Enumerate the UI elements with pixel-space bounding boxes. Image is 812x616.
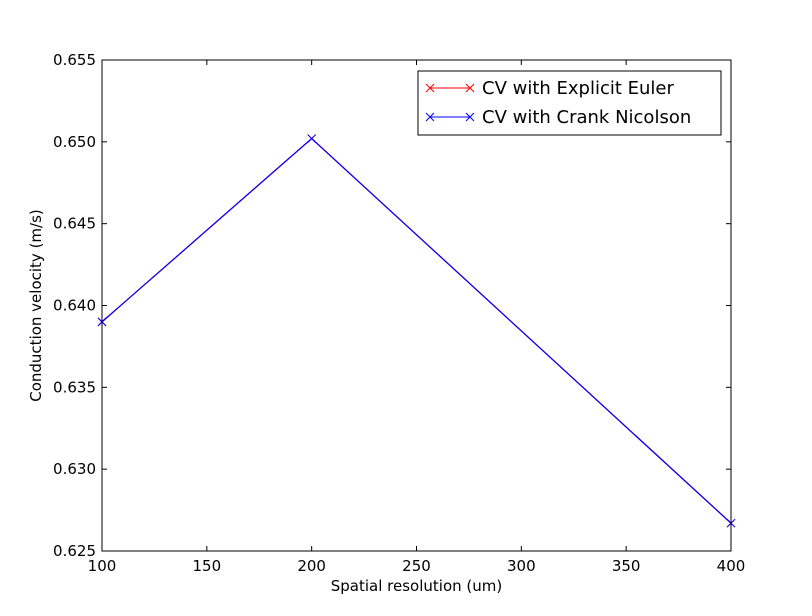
y-axis-label: Conduction velocity (m/s) <box>27 209 45 402</box>
legend-item: CV with Explicit Euler <box>425 78 675 99</box>
x-tick-label: 300 <box>507 557 536 575</box>
legend-label: CV with Explicit Euler <box>482 78 675 99</box>
x-tick-label: 400 <box>717 557 746 575</box>
y-tick-label: 0.645 <box>53 215 96 233</box>
legend-marker <box>425 83 435 93</box>
x-tick-label: 200 <box>297 557 326 575</box>
legend-marker <box>465 83 475 93</box>
legend-label: CV with Crank Nicolson <box>482 107 691 128</box>
legend-marker <box>425 112 435 122</box>
y-tick-label: 0.635 <box>53 378 96 396</box>
x-axis-label: Spatial resolution (um) <box>331 577 502 595</box>
x-tick-label: 250 <box>402 557 431 575</box>
y-tick-label: 0.630 <box>53 460 96 478</box>
legend-box <box>417 70 722 136</box>
legend-item: CV with Crank Nicolson <box>425 107 691 128</box>
y-tick-label: 0.650 <box>53 133 96 151</box>
y-tick-label: 0.625 <box>53 542 96 560</box>
legend: CV with Explicit Euler CV with Crank Nico… <box>417 70 722 136</box>
y-tick-label: 0.655 <box>53 51 96 69</box>
legend-marker <box>465 112 475 122</box>
x-tick-label: 150 <box>193 557 222 575</box>
data-point-marker <box>307 134 317 143</box>
x-tick-label: 350 <box>612 557 641 575</box>
x-tick-label: 100 <box>88 557 117 575</box>
y-tick-label: 0.640 <box>53 297 96 315</box>
